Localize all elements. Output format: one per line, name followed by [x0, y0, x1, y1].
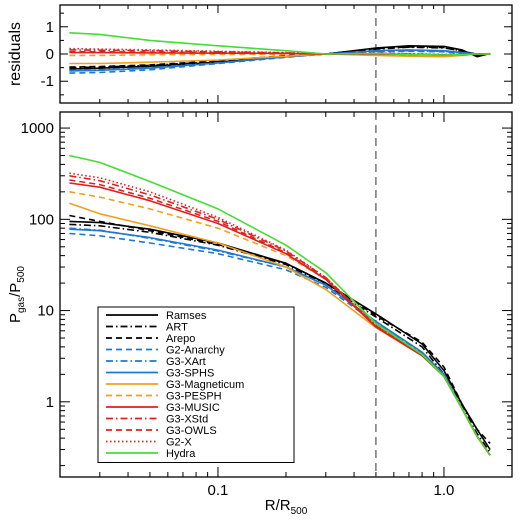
x-tick-label: 0.1 [208, 482, 229, 499]
y-tick-label: 100 [29, 211, 54, 228]
y-tick-label: 0 [46, 46, 54, 63]
residuals-panel: -1 0 1 residuals [7, 4, 513, 104]
y-axis-label-main: P [7, 313, 24, 323]
y-axis-label-mid: /P [7, 283, 24, 297]
legend-label: Arepo [166, 333, 195, 345]
y-tick-label: 1 [46, 19, 54, 36]
residual-line-hydra [69, 32, 491, 56]
residual-line-g3-sphs [69, 49, 491, 72]
legend-label: G3-SPHS [166, 368, 214, 380]
pressure-line-hydra [69, 154, 491, 456]
legend-label: G3-Magneticum [166, 379, 244, 391]
pressure-axis-ticks: 0.1 1.0 1 10 100 1000 [21, 112, 512, 499]
y-axis-label: Pgas/P500 [7, 266, 27, 323]
residuals-y-axis-label: residuals [7, 22, 24, 86]
x-tick-label: 1.0 [434, 482, 455, 499]
x-axis-label-main: R/R [265, 497, 291, 514]
y-tick-label: 1000 [21, 120, 54, 137]
x-axis-label-subscript: 500 [291, 506, 308, 517]
legend-label: G3-XStd [166, 414, 208, 426]
residuals-axis-ticks: -1 0 1 [41, 5, 512, 103]
residual-line-arepo [69, 46, 491, 68]
legend-label: Hydra [166, 448, 196, 460]
legend-label: G2-X [166, 437, 192, 449]
y-axis-label-sub2: 500 [16, 266, 27, 283]
legend-label: Ramses [166, 310, 207, 322]
pressure-panel: 0.1 1.0 1 10 100 1000 RamsesARTArepoG2-Anarch… [7, 111, 513, 517]
y-axis-label-sub1: gas [16, 297, 27, 313]
legend: RamsesARTArepoG2-AnarchyG3-XArtG3-SPHSG3… [97, 306, 295, 463]
y-tick-label: -1 [41, 73, 54, 90]
residual-line-g2-x [69, 47, 491, 56]
y-tick-label: 1 [46, 394, 54, 411]
legend-label: G2-Anarchy [166, 345, 225, 357]
legend-label: G3-MUSIC [166, 402, 220, 414]
legend-label: G3-PESPH [166, 391, 222, 403]
x-axis-label: R/R500 [265, 497, 308, 517]
pressure-line-g3-pesph [69, 191, 491, 456]
legend-label: ART [166, 322, 188, 334]
legend-label: G3-OWLS [166, 425, 217, 437]
residuals-series-lines [69, 32, 491, 74]
pressure-line-arepo [69, 214, 491, 444]
y-tick-label: 10 [37, 303, 54, 320]
legend-label: G3-XArt [166, 356, 206, 368]
pressure-series-lines [69, 154, 491, 456]
